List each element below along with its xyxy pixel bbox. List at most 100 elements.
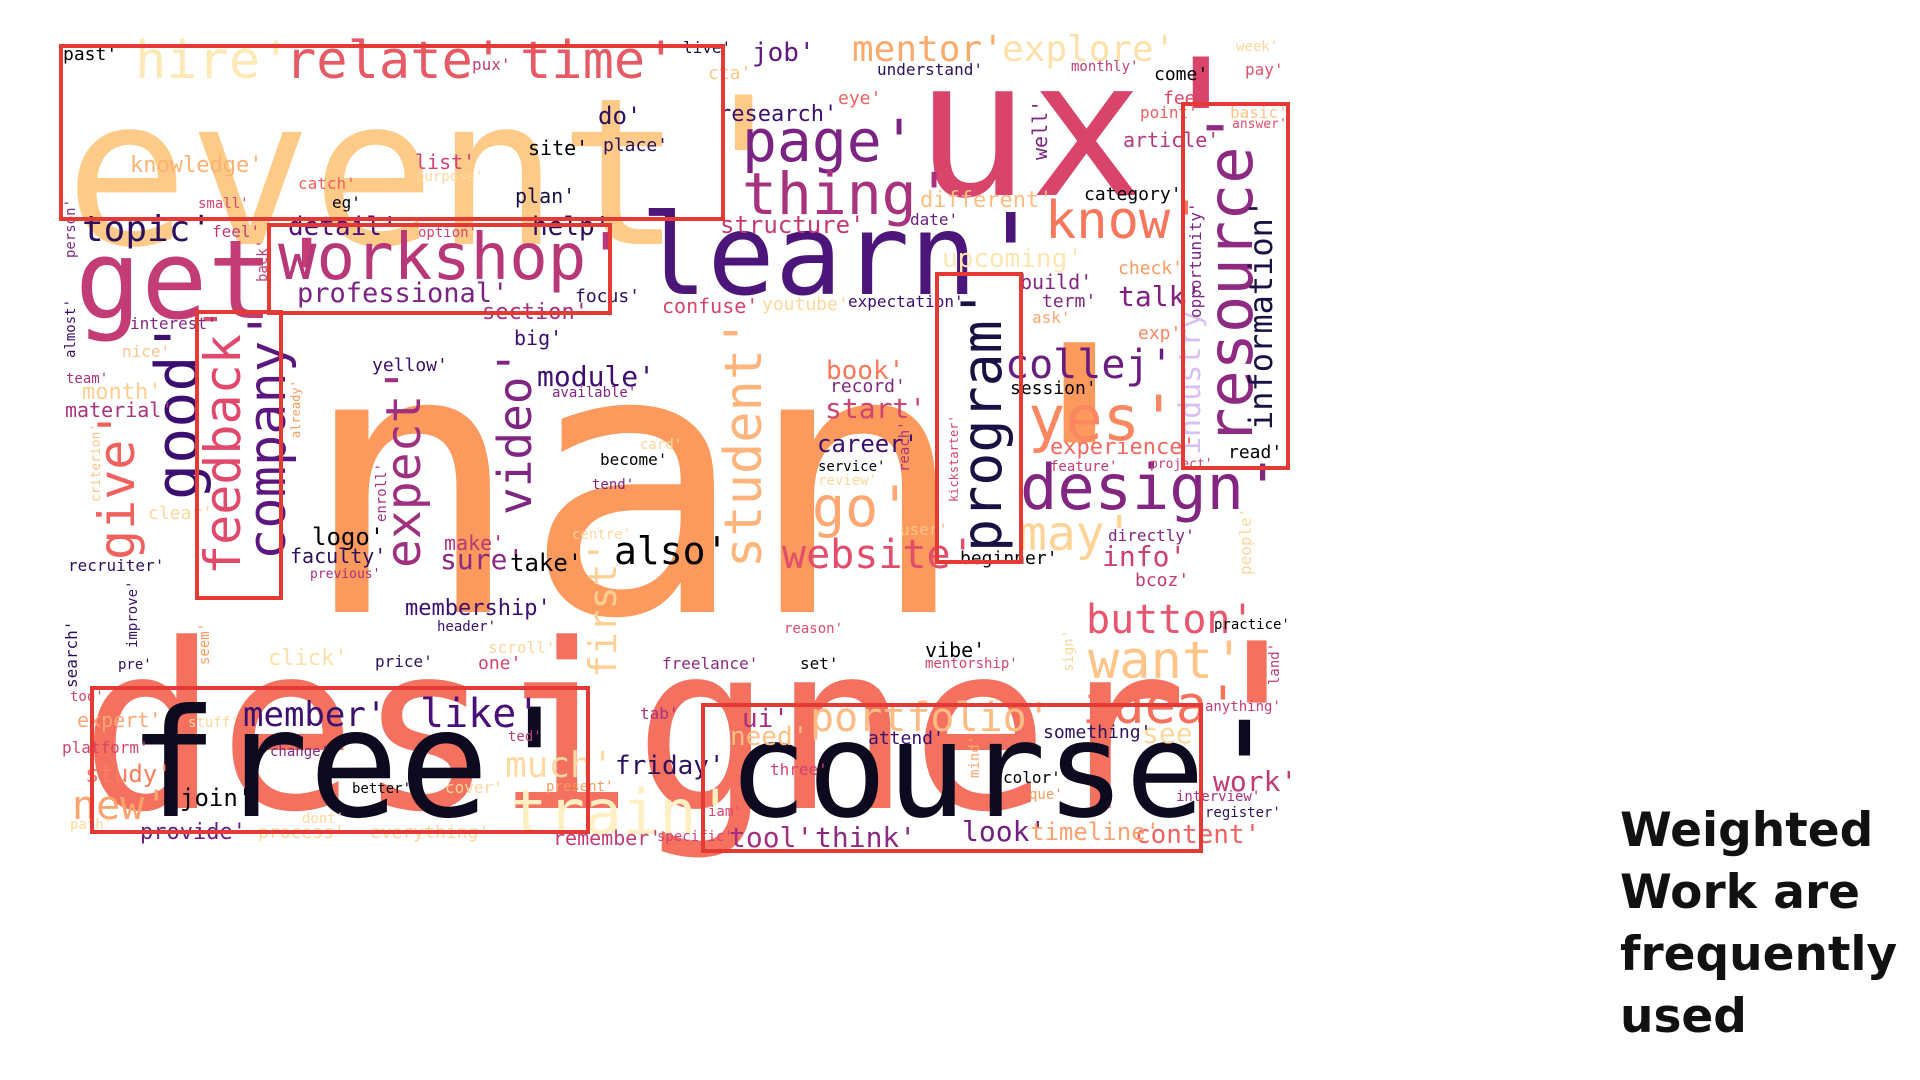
word-well: well' [1028,99,1052,160]
word-become: become' [600,450,668,469]
word-vibe: vibe' [925,638,986,662]
word-thing: thing' [742,160,952,228]
word-purpose: purpose' [416,169,484,185]
word-past: past' [63,44,118,65]
word-want: want' [1088,631,1245,691]
word-job: job' [752,38,815,68]
word-book: book' [826,356,905,386]
word-work: work' [1213,765,1298,798]
word-date: date' [910,210,959,229]
word-section: section' [482,300,588,325]
word-explore: explore' [1002,29,1176,70]
word-join: join' [180,784,253,812]
word-like: like' [420,691,541,737]
word-research: research' [718,102,838,127]
word-opportunity: opportunity' [1186,202,1205,318]
word-nice: nice' [122,342,171,361]
word-tool: tool' [729,821,814,854]
word-content: content' [1135,820,1261,850]
word-option: option' [418,225,478,241]
word-logo: logo' [312,523,385,551]
word-need: need' [730,722,809,752]
word-pay: pay' [1245,60,1284,79]
word-live: live' [683,38,732,57]
word-mentorship: mentorship' [925,656,1018,672]
word-card: card' [640,437,683,453]
word-exp: exp' [1138,323,1182,344]
word-answer: answer' [1232,117,1287,132]
word-pux: pux' [472,55,511,74]
word-make: make' [444,531,505,555]
word-monthly: monthly' [1071,59,1139,75]
word-feel: feel' [212,222,261,241]
word-basic: basic' [1230,103,1288,122]
word-first: first' [581,540,625,678]
word-back: back' [255,239,271,282]
word-previous: previous' [310,567,381,582]
word-time: time' [520,31,677,91]
word-mind: mind' [967,735,983,778]
word-see: see' [1142,717,1210,750]
word-eg: eg' [332,193,361,212]
word-register: register' [1205,805,1281,821]
word-confuse: confuse' [662,294,759,318]
word-remember: remember' [553,826,662,850]
word-people: people' [1236,507,1255,575]
word-stuff: stuff' [188,715,239,731]
caption-line-1: Weighted [1620,803,1874,858]
word-improve: improve' [125,580,141,648]
word-site: site' [528,136,589,160]
word-big: big' [514,326,563,350]
word-page: page' [742,107,917,175]
word-land: land' [1267,642,1283,685]
word-present: present' [546,779,614,795]
word-know: know' [1045,191,1202,251]
word-take: take' [510,549,583,577]
word-member: member' [243,695,387,735]
word-too: too' [70,689,104,705]
word-reason: reason' [784,621,844,637]
word-cover: cover' [445,778,503,797]
caption: Weighted Work are frequently used [1620,800,1920,1048]
word-change: change' [270,744,330,760]
word-pre: pre' [118,657,152,673]
word-specific: specific' [657,829,733,845]
word-tend: tend' [592,477,635,493]
word-feature: feature' [1050,459,1118,475]
word-set: set' [800,654,839,673]
word-click: click' [268,646,348,671]
word-user: user' [900,520,949,539]
word-hire: hire' [135,31,292,91]
word-list: list' [415,150,476,174]
word-material: material' [65,398,174,422]
word-available: available' [552,385,637,401]
word-event: event' [65,55,806,293]
word-review: review' [818,473,878,489]
word-enroll: enroll' [374,462,390,522]
word-collej: collej' [1005,342,1174,388]
word-ask: ask' [1032,308,1071,327]
word-beginner: beginner' [960,548,1058,569]
word-come: come' [1154,64,1209,85]
word-record: record' [830,376,906,397]
word-module: module' [537,360,656,393]
caption-line-2: Work are [1620,865,1861,920]
word-yellow: yellow' [372,355,448,376]
word-plan: plan' [515,184,576,208]
word-centre: centre' [572,527,632,543]
word-reach: reach' [897,421,913,472]
word-better: better' [352,781,412,797]
word-talk: talk' [1118,280,1203,313]
word-expectation: expectation' [848,292,964,311]
word-cta: cta' [708,63,752,84]
word-price: price' [375,652,433,671]
word-yes: yes' [1028,382,1178,455]
word-different: different' [920,188,1053,213]
word-information: information' [1242,198,1280,430]
word-feedback: feedback' [194,304,252,575]
word-go: go' [812,475,912,539]
word-one: one' [478,653,522,674]
word-week: week' [1236,39,1279,55]
word-friday: friday' [615,751,725,781]
word-que: que' [1029,787,1063,803]
